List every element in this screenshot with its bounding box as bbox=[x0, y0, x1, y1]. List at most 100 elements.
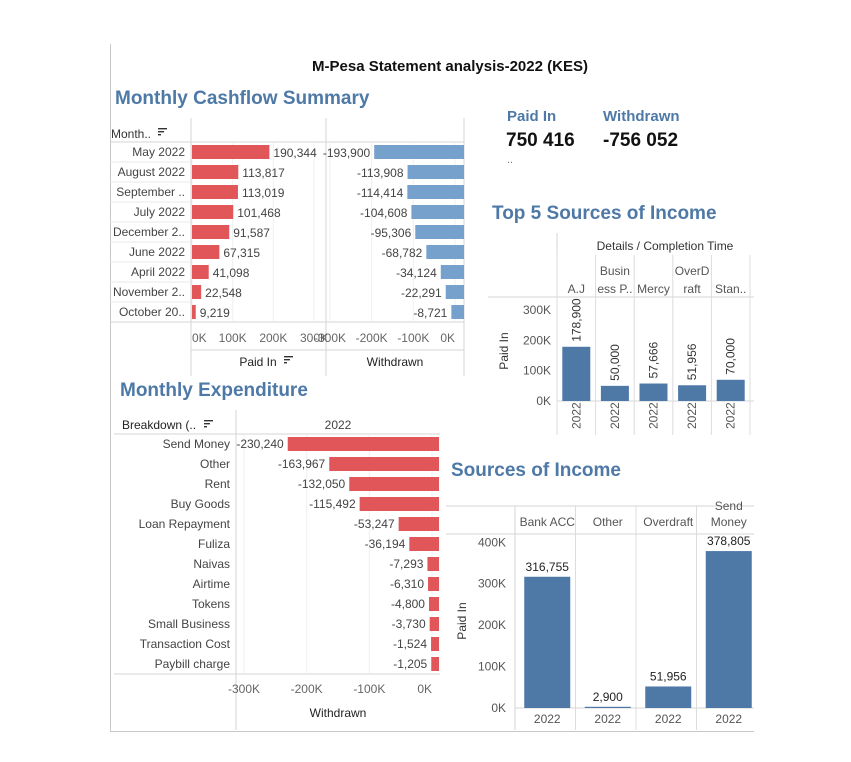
x-tick-label: 2022 bbox=[685, 402, 699, 429]
data-label: -104,608 bbox=[360, 206, 408, 220]
data-label: 2,900 bbox=[593, 690, 623, 704]
top5-sources-chart: Details / Completion Time 0K 100K 200K 300K P… bbox=[488, 233, 754, 435]
data-label: -95,306 bbox=[371, 226, 412, 240]
sort-icon-line bbox=[204, 423, 210, 425]
data-label: 51,956 bbox=[650, 669, 687, 683]
category-label: Busin bbox=[600, 264, 630, 278]
category-label: A.J bbox=[568, 282, 585, 296]
tick-label: -300K bbox=[314, 331, 346, 345]
tick-label: -300K bbox=[228, 682, 260, 696]
dashboard-frame-bottom bbox=[110, 731, 754, 732]
sort-icon-line bbox=[284, 356, 293, 358]
data-label: 51,956 bbox=[685, 343, 699, 380]
category-label: Transaction Cost bbox=[140, 637, 231, 651]
column-header: 2022 bbox=[325, 418, 352, 432]
data-label: -115,492 bbox=[309, 497, 356, 511]
withdrawn-bar bbox=[407, 165, 464, 179]
expense-bar bbox=[398, 517, 439, 531]
data-label: 41,098 bbox=[213, 266, 250, 280]
kpi-paid-in-value: 750 416 bbox=[506, 130, 575, 151]
withdrawn-bar bbox=[440, 265, 464, 279]
category-label: Rent bbox=[205, 477, 231, 491]
month-label: November 2.. bbox=[113, 285, 185, 299]
expense-bar bbox=[431, 637, 439, 651]
category-label: Fuliza bbox=[198, 537, 230, 551]
category-label: ess P.. bbox=[597, 282, 632, 296]
withdrawn-bar bbox=[415, 225, 464, 239]
income-bar bbox=[600, 385, 629, 401]
monthly-cashflow-chart: Month.. May 2022 August 2022 September .. Ju… bbox=[110, 118, 465, 376]
expense-bar bbox=[349, 477, 439, 491]
data-label: -6,310 bbox=[390, 577, 424, 591]
tick-label: 100K bbox=[523, 364, 551, 378]
month-label: December 2.. bbox=[113, 225, 185, 239]
data-label: 9,219 bbox=[200, 306, 230, 320]
kpi-dots: .. bbox=[507, 154, 514, 166]
income-bar bbox=[705, 551, 752, 708]
paid-in-bar bbox=[192, 285, 202, 299]
data-label: -113,908 bbox=[357, 166, 404, 180]
data-label: 67,315 bbox=[223, 246, 260, 260]
category-label: Naivas bbox=[193, 557, 230, 571]
income-bar bbox=[678, 385, 707, 401]
expense-bar bbox=[428, 597, 439, 611]
withdrawn-bar bbox=[374, 145, 464, 159]
tick-label: 300K bbox=[523, 303, 551, 317]
expense-bar bbox=[409, 537, 439, 551]
income-bar bbox=[639, 383, 668, 401]
data-label: -36,194 bbox=[365, 537, 406, 551]
month-label: September .. bbox=[116, 185, 185, 199]
paid-in-bar bbox=[192, 305, 196, 319]
kpi-withdrawn-value: -756 052 bbox=[603, 130, 679, 151]
income-bar bbox=[584, 706, 631, 708]
month-label: May 2022 bbox=[132, 145, 185, 159]
data-label: 57,666 bbox=[647, 341, 661, 378]
category-label: Other bbox=[200, 457, 230, 471]
sources-of-income-chart: 0K 100K 200K 300K 400K Paid In Bank ACC 316,755… bbox=[446, 499, 754, 730]
y-axis-title: Paid In bbox=[497, 332, 511, 369]
sort-icon bbox=[284, 356, 293, 364]
withdrawn-bar bbox=[426, 245, 464, 259]
row-header: Breakdown (.. bbox=[122, 418, 196, 432]
expense-bar bbox=[287, 437, 439, 451]
category-label: Airtime bbox=[193, 577, 231, 591]
paid-in-bar bbox=[192, 245, 220, 259]
category-label: OverD bbox=[675, 264, 710, 278]
withdrawn-bar bbox=[411, 205, 464, 219]
expense-bar bbox=[427, 557, 439, 571]
paid-in-bar bbox=[192, 145, 270, 159]
tick-label: 0K bbox=[417, 682, 432, 696]
data-label: 378,805 bbox=[707, 534, 751, 548]
tick-label: -100K bbox=[397, 331, 429, 345]
category-label: Other bbox=[593, 515, 623, 529]
data-label: -163,967 bbox=[278, 457, 326, 471]
data-label: -132,050 bbox=[298, 477, 346, 491]
x-tick-label: 2022 bbox=[608, 402, 622, 429]
x-tick-label: 2022 bbox=[647, 402, 661, 429]
sort-icon-line bbox=[204, 426, 207, 428]
expense-bar bbox=[359, 497, 439, 511]
tick-label: 100K bbox=[478, 660, 506, 674]
monthly-expenditure-title: Monthly Expenditure bbox=[120, 380, 308, 401]
tick-label: -200K bbox=[291, 682, 323, 696]
paid-in-bar bbox=[192, 185, 238, 199]
category-label: Money bbox=[711, 515, 747, 529]
sources-of-income-panel: Sources of Income 0K 100K 200K 300K 400K Paid… bbox=[446, 456, 754, 730]
x-tick-label: 2022 bbox=[715, 712, 742, 726]
income-bar bbox=[562, 346, 591, 401]
tick-label: 200K bbox=[523, 333, 551, 347]
tick-label: 400K bbox=[478, 535, 506, 549]
data-label: 50,000 bbox=[608, 344, 622, 381]
data-label: -8,721 bbox=[413, 306, 447, 320]
data-label: 316,755 bbox=[526, 560, 570, 574]
withdrawn-bar bbox=[451, 305, 464, 319]
tick-label: 300K bbox=[478, 577, 506, 591]
data-label: -1,205 bbox=[393, 657, 427, 671]
data-label: -3,730 bbox=[392, 617, 426, 631]
paid-in-bar bbox=[192, 205, 234, 219]
tick-label: 0K bbox=[491, 701, 506, 715]
category-label: Paybill charge bbox=[155, 657, 231, 671]
monthly-cashflow-title: Monthly Cashflow Summary bbox=[115, 88, 370, 109]
data-label: 113,019 bbox=[242, 186, 285, 200]
sort-icon-line bbox=[158, 134, 161, 136]
